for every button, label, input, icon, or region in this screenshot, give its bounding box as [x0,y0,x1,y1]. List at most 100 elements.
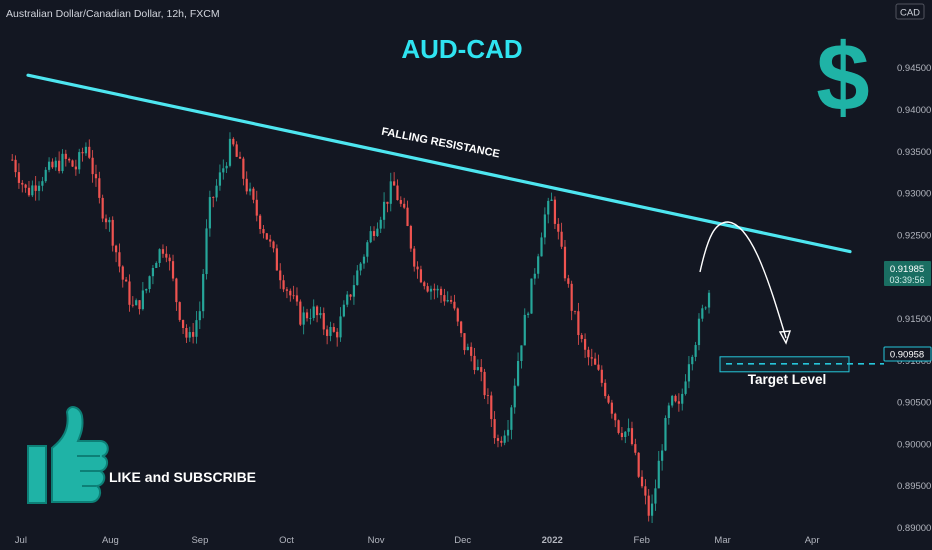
candle-body [604,382,607,397]
candle-body [171,261,175,279]
candle-body [349,294,352,297]
candle-body [322,313,325,330]
candle-body [312,306,315,318]
candle-body [403,203,406,208]
thumbs-up-icon[interactable] [27,406,109,504]
symbol-title: Australian Dollar/Canadian Dollar, 12h, … [6,8,220,20]
candle-body [309,317,312,319]
candle-body [145,289,148,291]
candle-body [68,158,71,161]
candle-body [128,281,131,305]
candle-body [449,300,453,302]
candle-body [466,346,469,351]
candle-body [34,185,37,191]
candle-body [135,300,138,306]
time-axis[interactable]: Jul Aug Sep Oct Nov Dec 2022 Feb Mar Apr [15,535,820,546]
candle-body [195,320,198,337]
candle-body [396,185,399,201]
time-tick-label: Sep [191,535,208,546]
candle-body [326,329,329,336]
candle-body [27,187,31,196]
candle-body [557,223,560,232]
candle-body [178,302,181,320]
candle-body [315,306,319,316]
candle-body [523,314,526,346]
candle-body [305,312,309,319]
candle-body [131,304,134,306]
candle-body [275,248,278,271]
candle-body [74,166,77,170]
candle-body [292,295,295,297]
time-tick-label: Jul [15,535,27,546]
candle-body [366,242,369,257]
candle-body [573,310,577,312]
candle-body [594,358,597,365]
candle-body [600,369,603,383]
candle-body [490,395,493,420]
candle-body [382,201,386,220]
candle-body [71,160,74,167]
projection-arrowhead-icon [778,330,792,345]
price-tick-label: 0.94500 [897,63,931,74]
price-axis[interactable]: 0.945000.940000.935000.930000.925000.920… [897,63,931,534]
candle-body [567,278,570,284]
candle-body [235,144,238,157]
candle-body [101,197,104,219]
candle-body [11,159,14,161]
candle-body [701,308,704,319]
candle-body [31,185,34,196]
candle-body [436,288,439,291]
candle-body [500,440,503,443]
candle-body [389,181,392,204]
candle-body [252,188,255,200]
candle-body [151,268,155,277]
price-tick-label: 0.92500 [897,230,931,241]
price-tick-label: 0.89000 [897,523,931,534]
candle-body [84,146,88,154]
candle-body [533,273,536,279]
candle-body [460,321,463,334]
candle-body [453,301,456,309]
candle-body [188,332,191,338]
candle-body [98,178,101,198]
candle-body [104,218,108,223]
candle-body [272,241,275,249]
candle-body [597,364,600,370]
candle-body [342,304,345,317]
candle-body [570,283,573,311]
candle-body [393,181,396,186]
time-tick-label: Feb [634,535,650,546]
candle-body [506,429,510,436]
candle-body [624,431,627,438]
candle-body [185,327,188,338]
falling-resistance-line[interactable] [26,73,852,254]
candle-body [527,313,530,315]
candlestick-series [11,132,711,523]
currency-badge[interactable]: CAD [895,3,925,20]
candle-body [332,326,335,332]
candle-body [289,290,292,296]
candle-body [208,197,211,229]
candle-body [617,420,620,433]
candle-body [225,165,228,169]
candle-body [463,333,466,351]
candle-body [165,253,168,258]
candle-body [44,169,47,182]
candle-body [503,435,506,443]
candle-body [78,152,81,170]
candle-body [590,357,593,359]
candle-body [577,311,580,336]
candle-body [627,428,630,432]
candle-body [121,266,124,280]
candle-body [433,288,436,291]
candle-body [336,331,339,338]
candle-body [510,407,513,430]
candle-body [399,200,402,204]
candle-body [212,197,215,198]
candle-body [644,486,647,496]
candle-body [560,231,563,247]
candle-body [108,219,111,223]
candle-body [513,385,516,408]
candle-body [54,160,57,168]
